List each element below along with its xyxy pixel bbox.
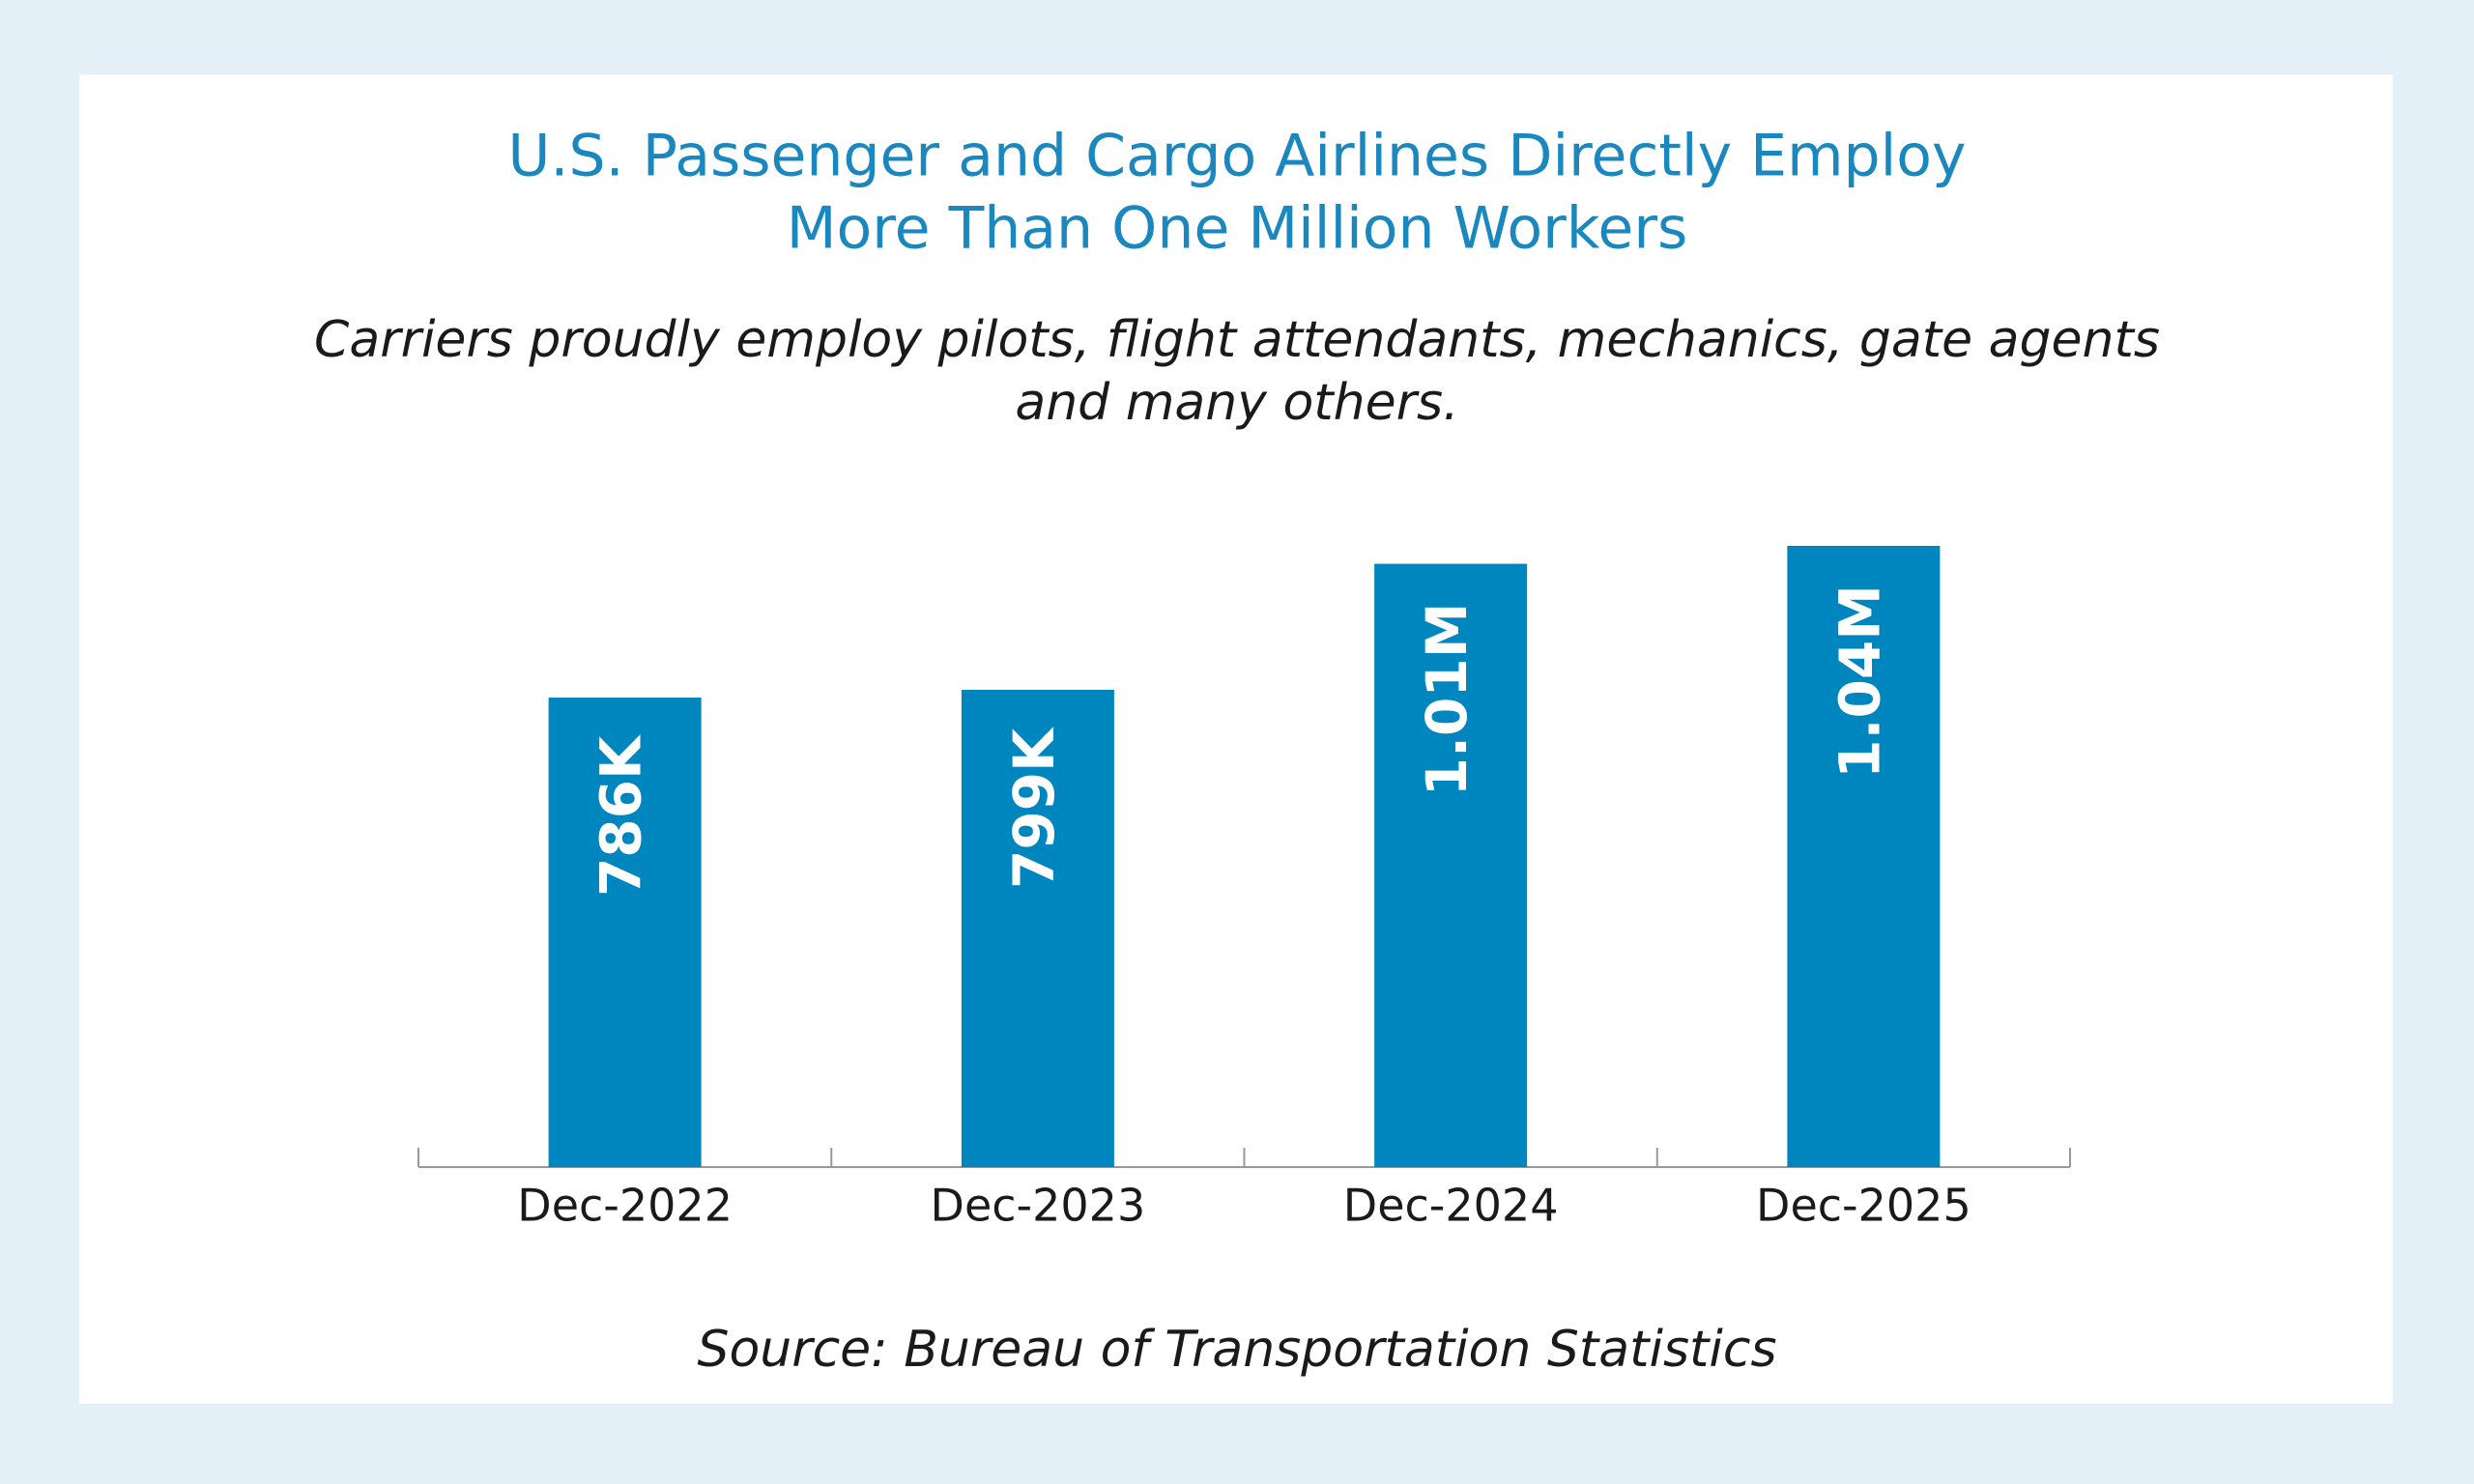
value-label: 786K xyxy=(589,734,654,897)
bar xyxy=(548,698,702,1167)
chart-subtitle: and many others. xyxy=(1015,374,1458,432)
source-note: Source: Bureau of Transportation Statist… xyxy=(697,1321,1776,1379)
chart-subtitle: Carriers proudly employ pilots, flight a… xyxy=(314,311,2160,369)
bar xyxy=(961,690,1114,1167)
value-label: 1.04M xyxy=(1827,585,1892,779)
x-tick-label: Dec-2022 xyxy=(517,1180,733,1232)
value-label: 799K xyxy=(1001,727,1067,889)
bar xyxy=(1787,546,1941,1167)
chart-title: More Than One Million Workers xyxy=(787,195,1688,263)
chart-title: U.S. Passenger and Cargo Airlines Direct… xyxy=(508,123,1967,190)
x-tick-label: Dec-2023 xyxy=(931,1180,1146,1232)
x-tick-label: Dec-2024 xyxy=(1343,1180,1559,1232)
x-tick-label: Dec-2025 xyxy=(1756,1180,1971,1232)
panel xyxy=(79,74,2393,1404)
bar xyxy=(1374,563,1528,1167)
value-label: 1.01M xyxy=(1414,603,1480,797)
